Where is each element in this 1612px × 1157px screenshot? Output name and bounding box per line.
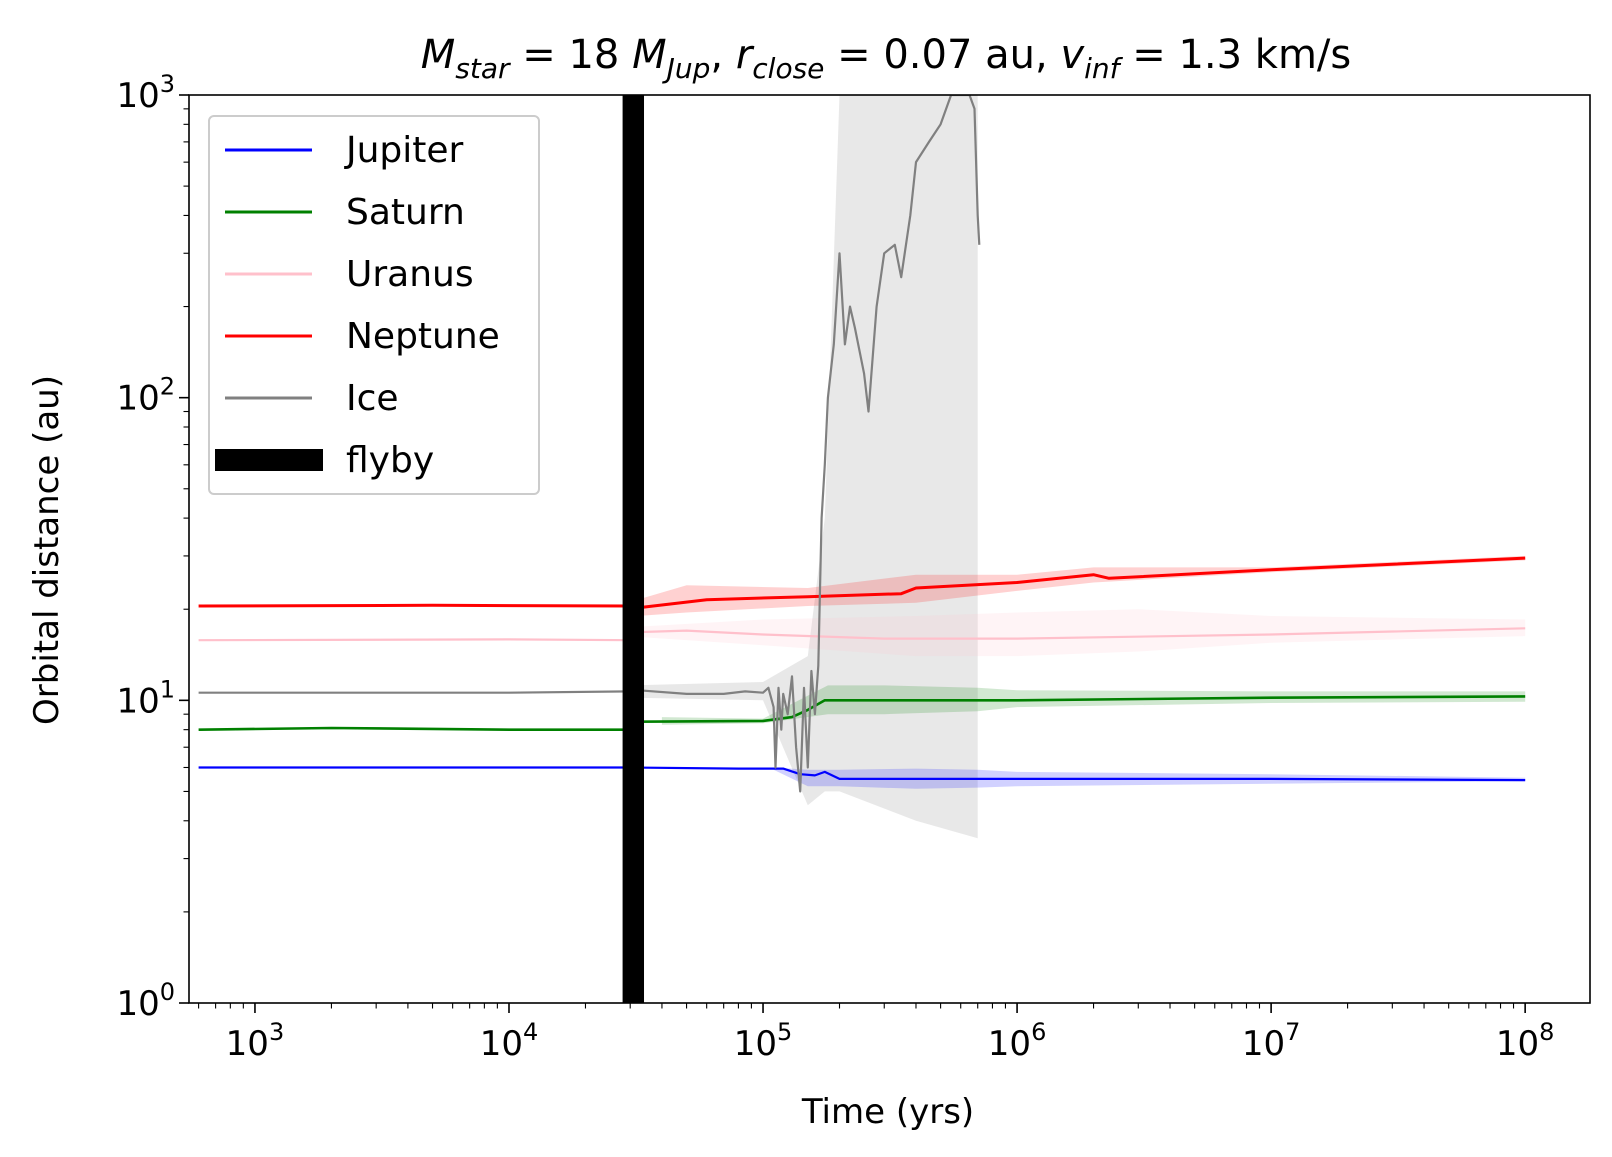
legend-label-saturn: Saturn [346,192,465,233]
band-saturn [661,685,1526,725]
chart-title: Mstar = 18 MJup, rclose = 0.07 au, vinf … [421,32,1351,85]
x-tick-label: 104 [480,1018,539,1064]
legend-label-ice: Ice [346,378,399,419]
x-tick-label: 106 [988,1018,1047,1064]
y-tick-label: 103 [116,70,175,116]
flyby-band [622,95,645,1003]
x-tick-label: 103 [226,1018,285,1064]
series-line-jupiter [198,766,1526,782]
series-line-ice [198,95,981,793]
legend-label-jupiter: Jupiter [344,130,464,171]
x-axis-label: Time (yrs) [801,1092,974,1132]
series-line-saturn [198,695,1526,731]
band-ice [630,95,978,839]
band-uranus [637,609,1526,657]
legend: Jupiter Saturn Uranus Neptune Ice flyby [208,115,540,495]
y-tick-label: 102 [116,373,175,419]
uncertainty-bands [630,95,1526,839]
legend-label-uranus: Uranus [346,254,474,295]
flyby-marker [622,95,645,1003]
band-neptune [637,555,1526,616]
x-tick-label: 105 [734,1018,793,1064]
axes: 103 104 105 106 107 108 100 101 102 103 [116,70,1591,1064]
y-axis-label: Orbital distance (au) [27,375,67,725]
series-line-uranus [198,627,1526,642]
legend-label-flyby: flyby [346,440,434,481]
x-tick-label: 108 [1496,1018,1555,1064]
legend-box [208,115,540,495]
y-tick-label: 101 [116,675,175,721]
series-lines [198,95,1526,793]
legend-label-neptune: Neptune [346,316,500,357]
plot-frame [188,94,1591,1004]
x-tick-label: 107 [1242,1018,1301,1064]
y-tick-label: 100 [116,978,175,1024]
legend-swatch-flyby [215,449,323,471]
